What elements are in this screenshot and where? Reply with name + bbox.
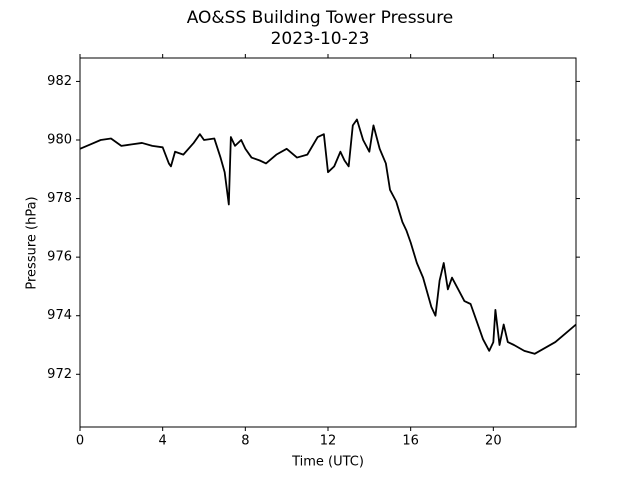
x-tick-label: 8 xyxy=(241,434,249,449)
chart-subtitle: 2023-10-23 xyxy=(271,29,370,49)
x-tick-label: 4 xyxy=(159,434,167,449)
y-axis-label: Pressure (hPa) xyxy=(25,196,40,289)
x-tick-label: 0 xyxy=(76,434,84,449)
chart-title: AO&SS Building Tower Pressure xyxy=(187,8,454,28)
plot-frame xyxy=(79,57,577,428)
y-tick-label: 972 xyxy=(47,367,72,382)
x-axis-label: Time (UTC) xyxy=(291,455,364,470)
y-tick-label: 980 xyxy=(47,133,72,148)
data-line xyxy=(79,118,577,355)
y-tick-label: 978 xyxy=(47,191,72,206)
y-tick-label: 982 xyxy=(47,74,72,89)
x-tick-label: 20 xyxy=(485,434,502,449)
y-tick-label: 976 xyxy=(47,250,72,265)
x-tick-label: 12 xyxy=(320,434,337,449)
y-tick-label: 974 xyxy=(47,308,72,323)
x-tick-label: 16 xyxy=(402,434,419,449)
